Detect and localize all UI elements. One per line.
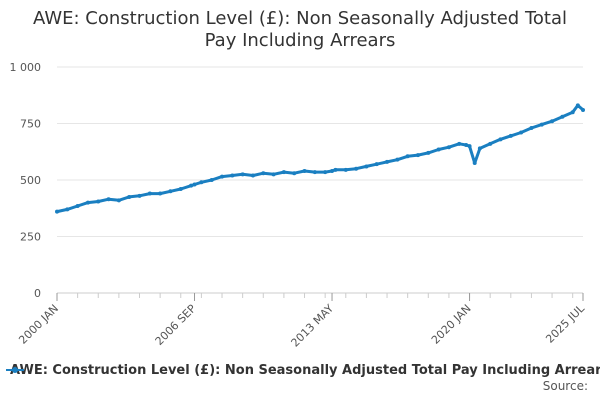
data-point[interactable] [519,130,524,135]
data-point[interactable] [385,159,390,164]
data-point[interactable] [220,174,225,179]
series-layer [55,103,585,214]
x-tick-label: 2006 SEP [153,302,199,348]
data-point[interactable] [436,147,441,152]
y-tick-label: 1 000 [10,61,42,74]
data-point[interactable] [250,173,255,178]
data-point[interactable] [96,199,101,204]
data-point[interactable] [426,150,431,155]
data-point[interactable] [158,191,163,196]
data-point[interactable] [147,191,152,196]
x-tick-label: 2013 MAY [289,302,337,350]
data-point[interactable] [364,164,369,169]
y-tick-label: 500 [20,174,41,187]
data-point[interactable] [581,107,585,112]
data-point[interactable] [405,154,410,159]
gridlines [57,66,583,294]
data-point[interactable] [271,172,276,177]
y-tick-label: 0 [34,287,41,300]
data-point[interactable] [472,161,477,166]
data-point[interactable] [312,170,317,175]
data-point[interactable] [230,173,235,178]
data-point[interactable] [116,198,121,203]
data-point[interactable] [467,144,472,149]
data-point[interactable] [240,172,245,177]
data-point[interactable] [85,200,90,205]
data-point[interactable] [330,168,335,173]
data-point[interactable] [127,194,132,199]
data-point[interactable] [333,167,338,172]
y-tick-label: 250 [20,231,41,244]
data-point[interactable] [55,209,59,214]
data-point[interactable] [498,137,503,142]
data-point[interactable] [529,126,534,131]
data-point[interactable] [189,183,194,188]
legend-label: AWE: Construction Level (£): Non Seasona… [10,362,600,378]
source-label: Source: [542,379,588,393]
data-point[interactable] [192,182,197,187]
data-point[interactable] [199,180,204,185]
data-point[interactable] [488,141,493,146]
x-tick-label: 2000 JAN [16,302,61,347]
data-point[interactable] [343,167,348,172]
data-point[interactable] [354,166,359,171]
data-point[interactable] [560,114,565,119]
data-point[interactable] [457,141,462,146]
y-axis: 0 250 500 750 1 000 [10,61,42,300]
data-point[interactable] [508,133,513,138]
line-chart: 0 250 500 750 1 000 2000 JAN 2006 SEP 2013 MAY… [10,61,588,350]
data-point[interactable] [209,178,214,182]
data-point[interactable] [395,157,400,162]
data-point[interactable] [168,189,173,194]
data-point[interactable] [550,119,555,124]
data-point[interactable] [539,122,544,127]
data-point[interactable] [281,170,286,175]
data-point[interactable] [323,170,328,175]
legend[interactable]: AWE: Construction Level (£): Non Seasona… [6,360,600,380]
data-point[interactable] [374,162,379,167]
y-tick-label: 750 [20,118,41,131]
data-point[interactable] [570,110,575,115]
x-tick-label: 2020 JAN [429,302,474,347]
data-point[interactable] [446,145,451,150]
data-point[interactable] [75,203,80,208]
data-point[interactable] [261,171,266,176]
data-point[interactable] [292,171,297,176]
data-point[interactable] [106,197,111,202]
data-point[interactable] [575,103,580,108]
chart-title: AWE: Construction Level (£): Non Seasona… [32,8,567,51]
series-line[interactable] [56,103,584,214]
data-point[interactable] [477,146,482,151]
x-axis: 2000 JAN 2006 SEP 2013 MAY 2020 JAN 2025 JUL [16,292,588,350]
data-point[interactable] [137,193,142,198]
data-point[interactable] [464,142,469,147]
data-point[interactable] [178,187,183,192]
data-point[interactable] [302,168,307,173]
data-point[interactable] [65,207,70,212]
data-point[interactable] [415,153,420,158]
x-tick-label: 2025 JUL [543,301,587,345]
